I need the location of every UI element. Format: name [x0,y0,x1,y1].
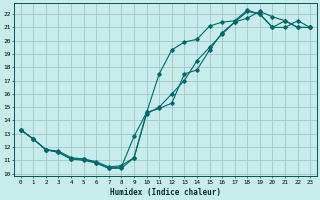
X-axis label: Humidex (Indice chaleur): Humidex (Indice chaleur) [110,188,221,197]
